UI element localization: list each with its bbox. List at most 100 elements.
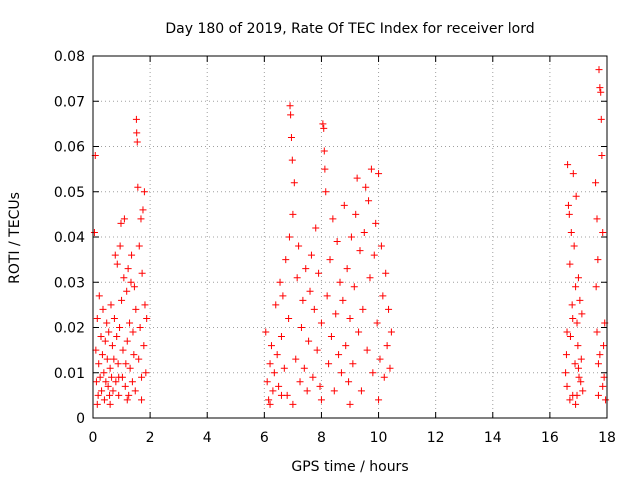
data-point xyxy=(285,233,293,241)
data-point xyxy=(594,256,602,264)
data-point xyxy=(562,351,570,359)
data-point xyxy=(376,355,384,363)
data-point xyxy=(370,251,378,259)
data-point xyxy=(602,396,610,404)
data-point xyxy=(317,319,325,327)
data-point xyxy=(115,373,123,381)
data-point xyxy=(272,301,280,309)
data-point xyxy=(305,337,313,345)
data-point xyxy=(564,161,572,169)
data-point xyxy=(576,296,584,304)
data-points xyxy=(90,66,610,408)
data-point xyxy=(119,346,127,354)
data-point xyxy=(108,342,116,350)
data-point xyxy=(310,305,318,313)
x-tick-label: 6 xyxy=(260,430,269,446)
data-point xyxy=(363,346,371,354)
data-point xyxy=(105,328,113,336)
data-point xyxy=(333,238,341,246)
data-point xyxy=(321,165,329,173)
data-point xyxy=(343,265,351,273)
data-point xyxy=(564,201,572,209)
data-point xyxy=(110,355,118,363)
data-point xyxy=(108,373,116,381)
data-point xyxy=(290,179,298,187)
data-point xyxy=(387,328,395,336)
data-point xyxy=(90,228,98,236)
data-point xyxy=(570,242,578,250)
y-tick-label: 0.07 xyxy=(54,94,85,110)
data-point xyxy=(94,391,102,399)
data-point xyxy=(265,396,273,404)
data-point xyxy=(563,328,571,336)
data-point xyxy=(369,369,377,377)
data-point xyxy=(100,369,108,377)
data-point xyxy=(346,400,354,408)
data-point xyxy=(297,324,305,331)
data-point xyxy=(599,382,607,390)
data-point xyxy=(122,360,130,368)
data-point xyxy=(313,346,321,354)
data-point xyxy=(340,201,348,209)
x-tick-label: 16 xyxy=(541,430,559,446)
data-point xyxy=(267,342,275,350)
y-tick-label: 0.06 xyxy=(54,140,85,156)
data-point xyxy=(293,274,301,282)
data-point xyxy=(135,242,143,250)
data-point xyxy=(275,382,283,390)
data-point xyxy=(133,129,141,137)
y-tick-label: 0.05 xyxy=(54,185,85,201)
data-point xyxy=(380,373,388,381)
data-point xyxy=(130,283,138,291)
data-point xyxy=(300,364,308,372)
data-point xyxy=(98,387,106,395)
data-point xyxy=(309,373,317,381)
data-point xyxy=(323,292,331,300)
data-point xyxy=(103,355,111,363)
data-point xyxy=(111,251,119,259)
data-point xyxy=(113,333,121,341)
data-point xyxy=(140,188,148,196)
data-point xyxy=(320,124,328,132)
data-point xyxy=(316,382,324,390)
y-tick-label: 0.04 xyxy=(54,230,85,246)
data-point xyxy=(592,179,600,187)
data-point xyxy=(279,292,287,300)
data-point xyxy=(95,360,103,368)
data-point xyxy=(276,278,284,286)
data-point xyxy=(349,360,357,368)
data-point xyxy=(142,369,150,377)
data-point xyxy=(365,197,373,205)
x-tick-label: 18 xyxy=(598,430,616,446)
y-tick-label: 0.02 xyxy=(54,321,85,337)
data-point xyxy=(93,400,101,408)
data-point xyxy=(262,328,270,336)
data-point xyxy=(572,192,580,200)
data-point xyxy=(575,373,583,381)
data-point xyxy=(597,88,605,96)
chart-title: Day 180 of 2019, Rate Of TEC Index for r… xyxy=(165,21,534,37)
data-point xyxy=(332,310,340,318)
data-point xyxy=(101,337,109,345)
data-point xyxy=(289,210,297,218)
data-point xyxy=(572,400,580,408)
data-point xyxy=(288,156,296,164)
data-point xyxy=(566,260,574,268)
data-point xyxy=(592,283,600,291)
data-point xyxy=(600,373,608,381)
data-point xyxy=(128,251,136,259)
data-point xyxy=(123,396,131,404)
data-point xyxy=(319,120,327,128)
data-point xyxy=(296,378,304,386)
data-point xyxy=(138,396,146,404)
data-point xyxy=(127,278,135,286)
data-point xyxy=(594,360,602,368)
data-point xyxy=(337,369,345,377)
data-point xyxy=(571,360,579,368)
data-point xyxy=(574,342,582,350)
data-point xyxy=(123,287,131,295)
data-point xyxy=(345,378,353,386)
data-point xyxy=(577,355,585,363)
